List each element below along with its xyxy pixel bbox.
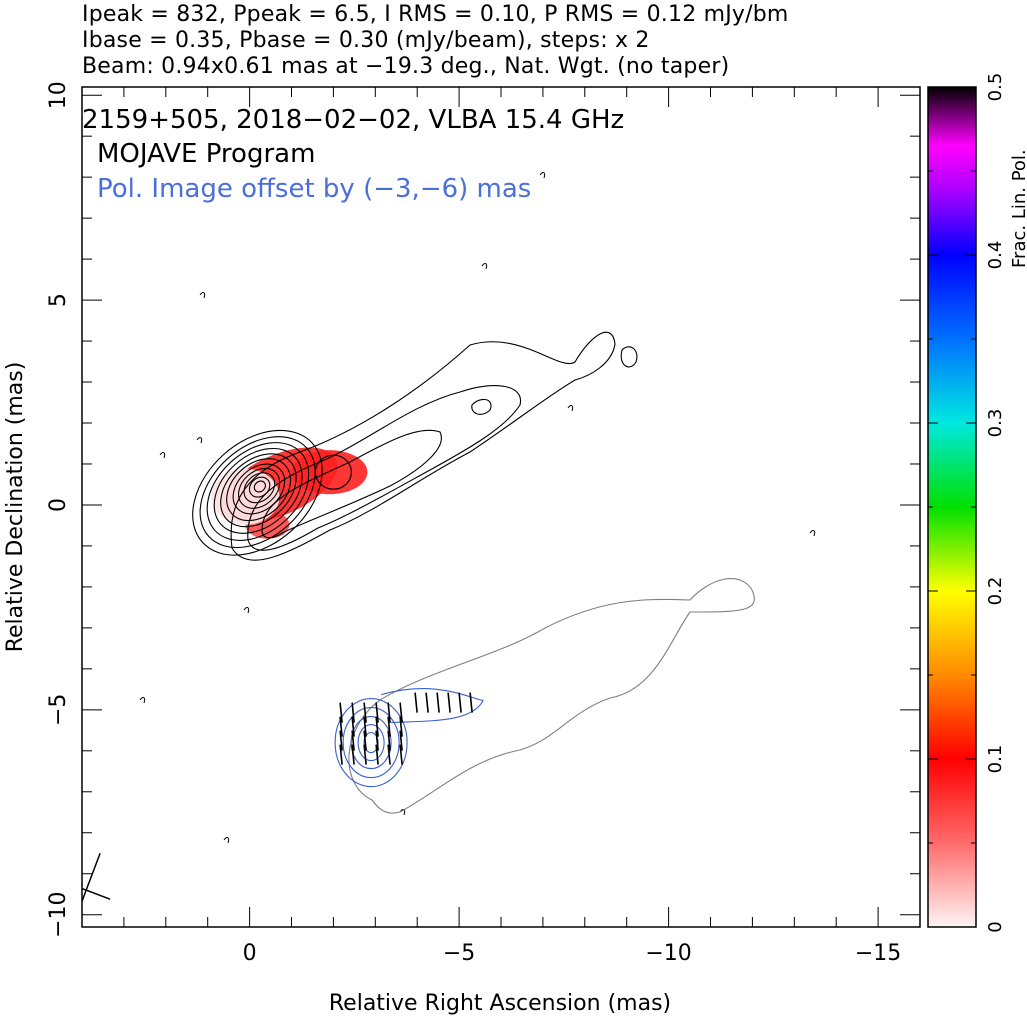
noise-contour <box>809 530 816 537</box>
offset-note: Pol. Image offset by (−3,−6) mas <box>97 174 531 204</box>
stokes-i-contour <box>238 467 281 509</box>
evpa-vector <box>399 702 403 723</box>
colorbar: Frac. Lin. Pol. 0 0.1 0.2 0.3 0.4 0.5 <box>927 73 1027 933</box>
y-tick-label: 5 <box>46 293 71 307</box>
evpa-vector <box>414 692 418 713</box>
axes: 0 −5 −10 −15 10 5 0 −5 −10 <box>46 81 921 966</box>
evpa-vector <box>458 692 462 713</box>
noise-contour <box>539 172 546 179</box>
beam-minor-axis <box>82 880 111 900</box>
header-line-2: Ibase = 0.35, Pbase = 0.30 (mJy/beam), s… <box>82 28 650 53</box>
plot-area <box>82 172 816 927</box>
y-tick-label: 0 <box>46 498 71 512</box>
pol-contour <box>334 698 408 788</box>
evpa-vector <box>399 730 403 751</box>
evpa-vector <box>387 702 391 723</box>
pol-contour <box>342 707 400 779</box>
x-tick-label: −5 <box>443 941 475 966</box>
colorbar-tick-label: 0.2 <box>985 577 1006 606</box>
evpa-vector <box>436 692 440 713</box>
noise-contour <box>199 292 206 299</box>
x-axis-label: Relative Right Ascension (mas) <box>329 991 671 1016</box>
header-line-3: Beam: 0.94x0.61 mas at −19.3 deg., Nat. … <box>82 54 730 79</box>
evpa-vector <box>339 702 343 723</box>
evpa-vector <box>399 716 403 737</box>
evpa-vector <box>375 716 379 737</box>
stokes-i-jet-contour <box>620 346 638 368</box>
x-tick-label: −15 <box>855 941 901 966</box>
colorbar-label: Frac. Lin. Pol. <box>1009 149 1027 268</box>
evpa-vector <box>339 716 343 737</box>
evpa-vector <box>387 744 391 765</box>
evpa-vector <box>387 716 391 737</box>
evpa-vector <box>363 730 367 751</box>
evpa-vector <box>375 702 379 723</box>
colorbar-tick-label: 0.1 <box>985 745 1006 774</box>
stokes-i-jet-contour <box>471 398 492 415</box>
colorbar-tick-label: 0 <box>985 921 1006 932</box>
stokes-i-contour <box>213 447 303 534</box>
evpa-vector <box>363 702 367 723</box>
source-label: 2159+505, 2018−02−02, VLBA 15.4 GHz <box>82 105 624 135</box>
pol-stokes-i-outline <box>348 577 755 814</box>
stokes-i-contour <box>206 442 310 541</box>
noise-contour <box>159 452 166 459</box>
header-line-1: Ipeak = 832, Ppeak = 6.5, I RMS = 0.10, … <box>82 2 789 27</box>
stokes-i-contour <box>199 436 316 549</box>
stokes-i-jet-contour <box>261 429 442 539</box>
evpa-vector <box>339 744 343 765</box>
stokes-i-contour <box>220 453 297 528</box>
evpa-vector <box>375 744 379 765</box>
colorbar-tick-label: 0.3 <box>985 409 1006 438</box>
evpa-vector <box>351 744 355 765</box>
evpa-vector <box>399 744 403 765</box>
evpa-vector <box>375 730 379 751</box>
pol-contour <box>357 724 385 762</box>
noise-contour <box>223 837 230 844</box>
evpa-vector <box>351 702 355 723</box>
noise-contour <box>567 405 574 412</box>
colorbar-gradient <box>927 86 977 928</box>
plot-frame <box>81 86 921 928</box>
y-axis-label: Relative Declination (mas) <box>3 362 28 653</box>
evpa-vector <box>447 692 451 713</box>
stokes-i-jet-contour <box>247 385 522 551</box>
noise-contour <box>481 263 488 270</box>
noise-contour <box>243 607 250 614</box>
colorbar-tick-label: 0.4 <box>985 241 1006 270</box>
program-label: MOJAVE Program <box>97 139 315 169</box>
beam-symbol <box>82 853 111 927</box>
evpa-vector <box>363 744 367 765</box>
evpa-vector <box>425 692 429 713</box>
evpa-vector <box>351 730 355 751</box>
x-tick-label: 0 <box>243 941 257 966</box>
pol-contour <box>350 716 392 770</box>
evpa-vector <box>351 716 355 737</box>
stokes-i-contour <box>253 480 266 493</box>
noise-contour <box>139 697 146 704</box>
y-tick-label: −10 <box>46 891 71 937</box>
stokes-i-jet-contour <box>230 331 616 561</box>
stokes-i-contour <box>243 472 276 504</box>
y-tick-label: 10 <box>46 81 71 109</box>
stokes-i-contour <box>226 458 292 522</box>
stokes-i-contour <box>192 429 323 556</box>
colorbar-tick-label: 0.5 <box>985 73 1006 102</box>
x-tick-label: −10 <box>645 941 691 966</box>
evpa-vector <box>363 716 367 737</box>
frac-pol-region <box>291 450 368 495</box>
y-tick-label: −5 <box>46 694 71 726</box>
evpa-vector <box>469 692 473 713</box>
evpa-vector <box>339 730 343 751</box>
noise-contour <box>196 437 203 444</box>
evpa-vector <box>387 730 391 751</box>
pol-contour <box>380 688 484 724</box>
